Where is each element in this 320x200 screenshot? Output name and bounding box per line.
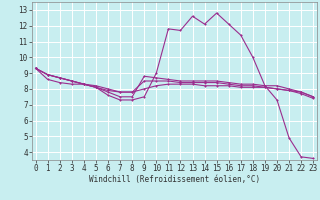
X-axis label: Windchill (Refroidissement éolien,°C): Windchill (Refroidissement éolien,°C)	[89, 175, 260, 184]
